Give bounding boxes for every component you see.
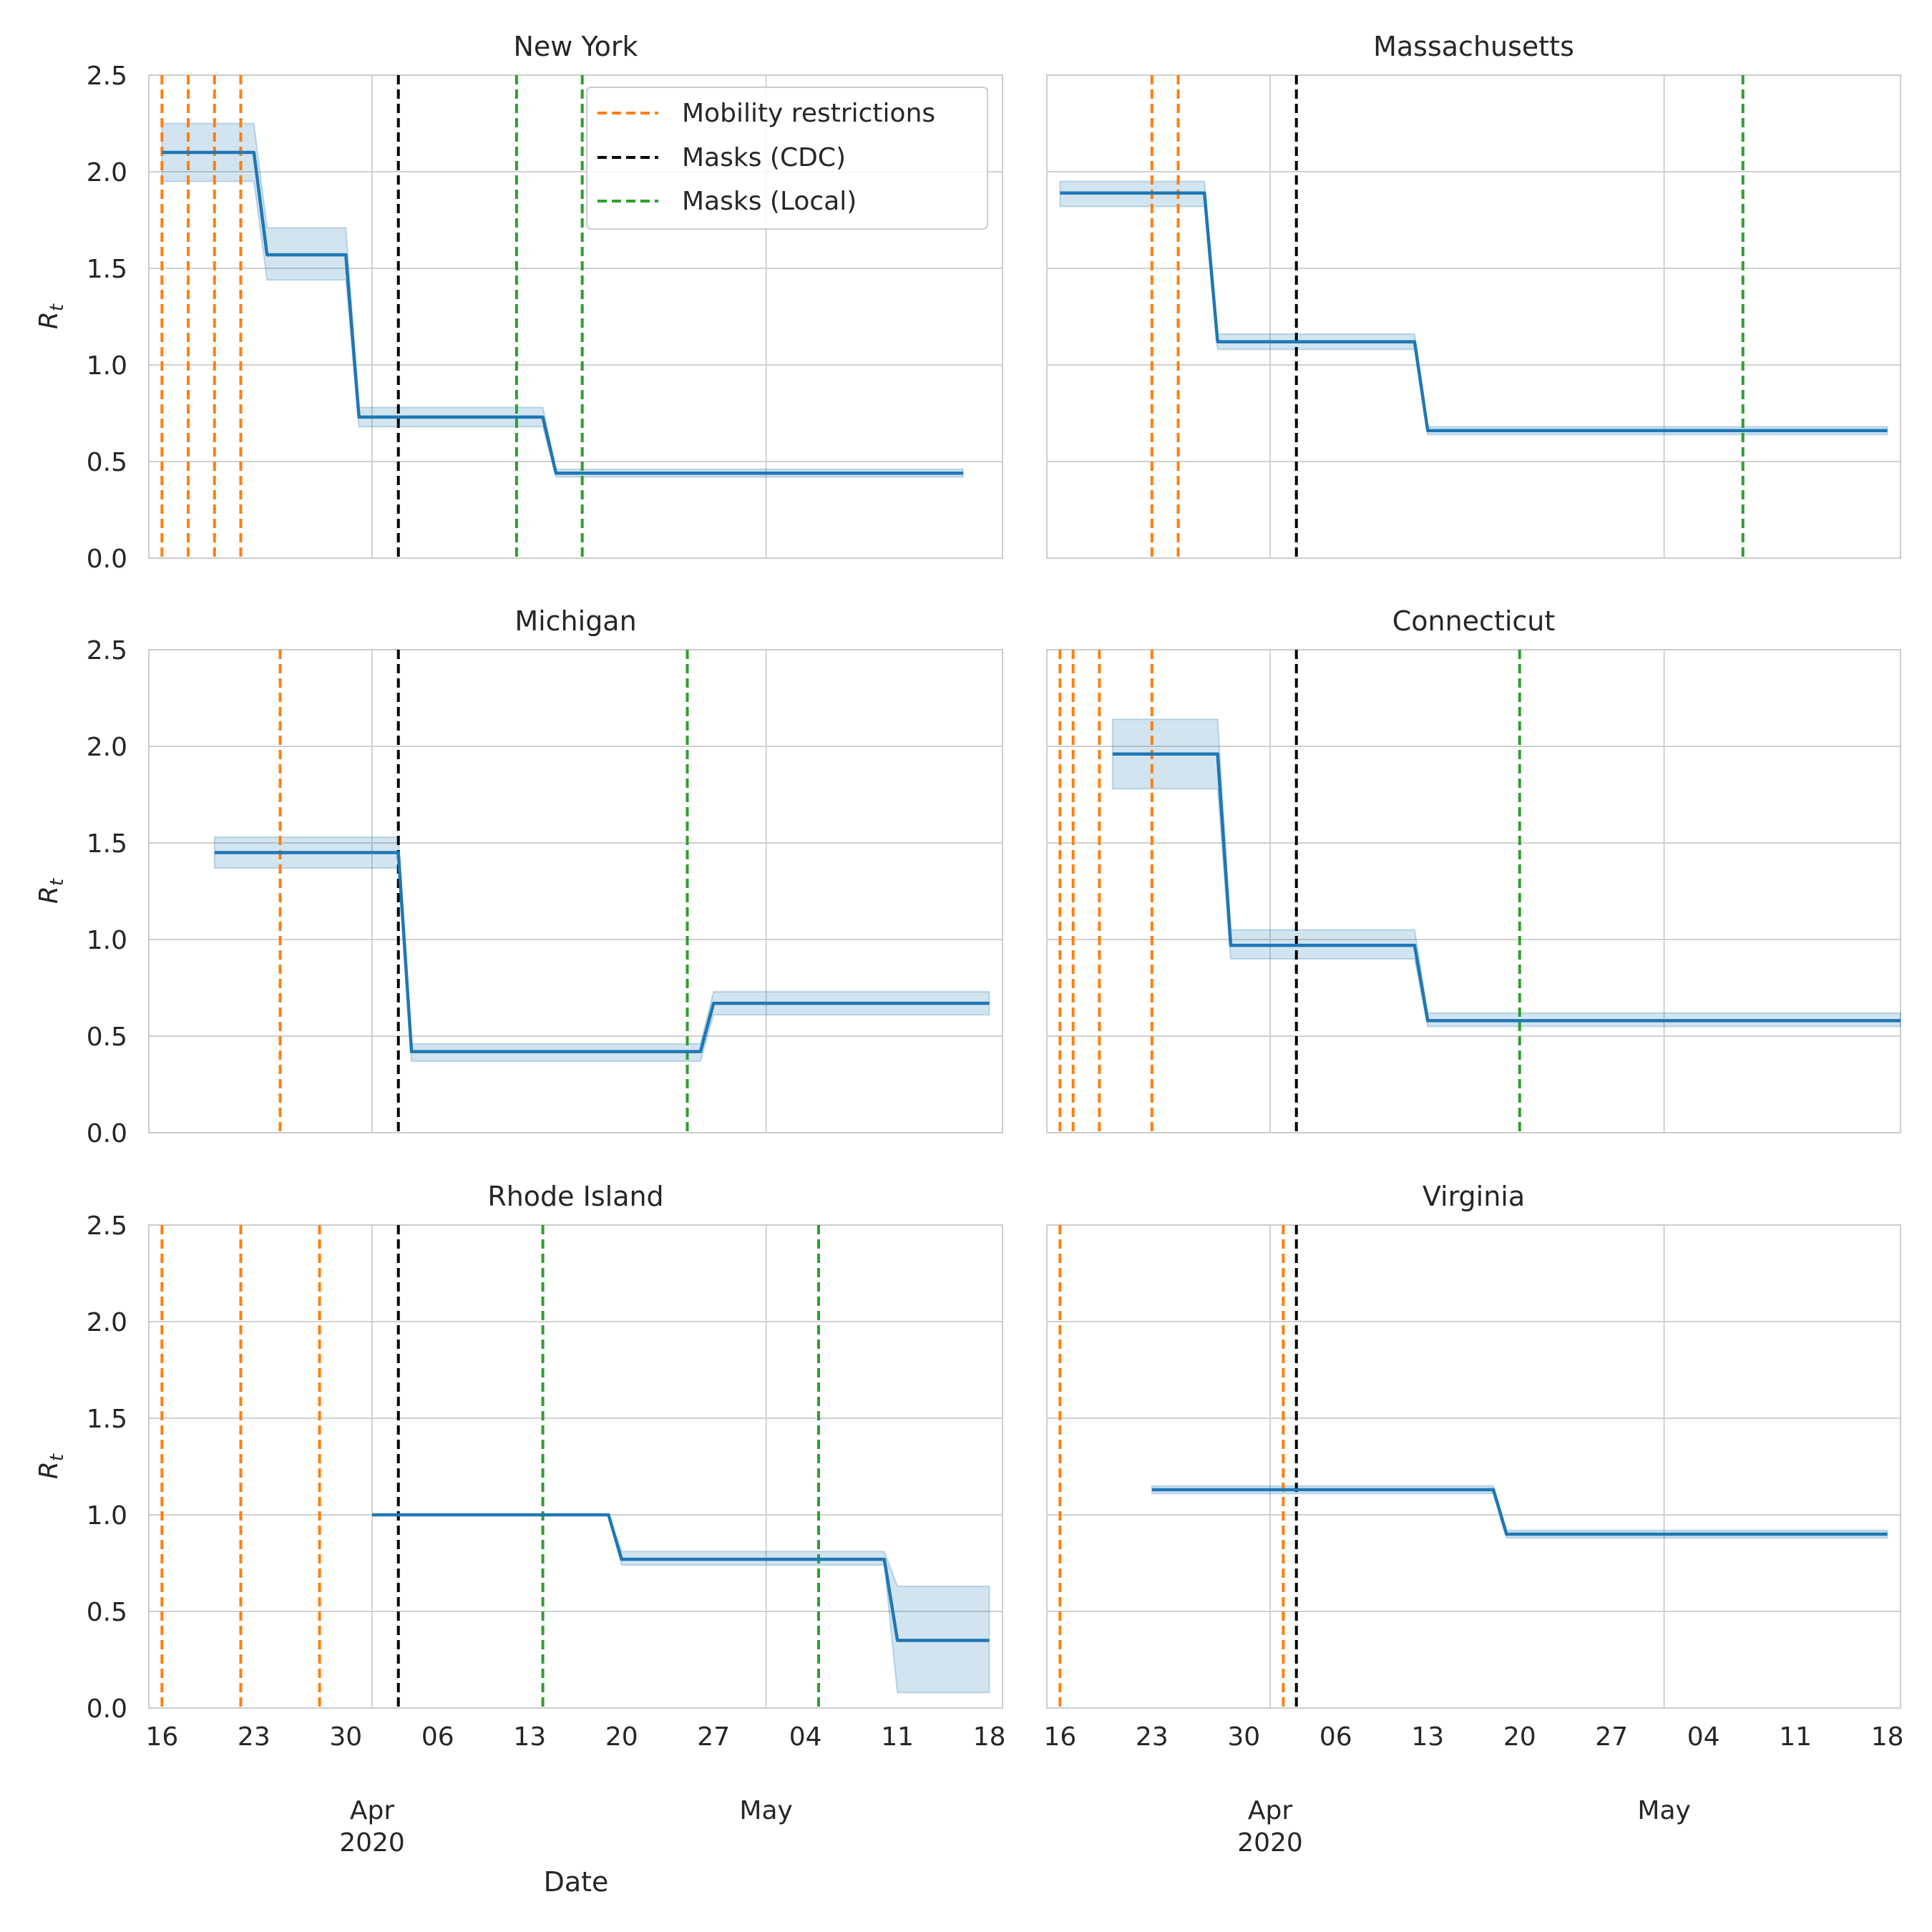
legend-mobility-label: Mobility restrictions	[682, 99, 935, 128]
x-tick-label: 04	[789, 1722, 822, 1752]
x-tick-label: 20	[605, 1722, 638, 1752]
rt-confidence-band	[161, 122, 964, 478]
y-tick-label: 2.5	[87, 62, 127, 91]
plot-frame	[1046, 649, 1901, 1133]
x-tick-label: 11	[881, 1722, 914, 1752]
legend-masks-local-label: Masks (Local)	[682, 187, 857, 216]
legend: Mobility restrictions Masks (CDC) Masks …	[586, 87, 988, 230]
x-tick-label: 23	[238, 1722, 270, 1752]
rt-line	[214, 851, 990, 1053]
x-year-label: 2020	[1237, 1828, 1303, 1858]
x-month-label: May	[739, 1796, 792, 1825]
y-tick-label: 2.0	[87, 1308, 127, 1337]
plot-frame	[1046, 1224, 1901, 1709]
legend-frame	[586, 87, 988, 230]
rt-line	[1151, 1488, 1888, 1536]
x-tick-label: 27	[697, 1722, 730, 1752]
y-tick-label: 0.5	[87, 1598, 127, 1627]
y-tick-label: 0.5	[87, 448, 127, 477]
panel-title: Michigan	[514, 605, 636, 637]
y-tick-label: 1.5	[87, 829, 127, 859]
plot-frame	[1046, 74, 1901, 559]
panel-title: Connecticut	[1392, 605, 1556, 637]
panel-massachusetts: Massachusetts	[1046, 31, 1901, 559]
rt-line	[372, 1513, 990, 1642]
x-tick-label: 06	[1319, 1722, 1352, 1752]
plot-frame	[148, 649, 1003, 1133]
x-month-label: May	[1637, 1796, 1690, 1825]
x-tick-label: 04	[1687, 1722, 1720, 1752]
y-tick-label: 1.0	[87, 926, 127, 955]
panel-title: New York	[513, 31, 638, 62]
y-tick-label: 0.0	[87, 1119, 127, 1148]
panel-virginia: Virginia 16 23 30 06 13 20 27 04 11 18 Apr 2020 May	[1043, 1181, 1903, 1858]
rt-line	[162, 150, 963, 475]
x-tick-label: 11	[1779, 1722, 1812, 1752]
panel-connecticut: Connecticut	[1046, 605, 1901, 1133]
y-tick-label: 1.5	[87, 1405, 127, 1434]
plot-frame	[148, 1224, 1003, 1709]
x-tick-label: 30	[329, 1722, 362, 1752]
x-tick-label: 23	[1136, 1722, 1169, 1752]
x-tick-label: 20	[1503, 1722, 1536, 1752]
panel-title: Rhode Island	[487, 1181, 663, 1212]
panels-container: New York0.00.51.01.52.02.5RtMassachusett…	[34, 31, 1904, 1858]
x-tick-label: 27	[1595, 1722, 1628, 1752]
y-tick-label: 2.5	[87, 636, 127, 665]
x-axis-label: Date	[544, 1866, 609, 1898]
legend-masks-cdc-label: Masks (CDC)	[682, 143, 846, 172]
panel-title: Virginia	[1423, 1181, 1525, 1212]
x-month-label: Apr	[350, 1796, 394, 1825]
y-tick-label: 0.0	[87, 1694, 127, 1724]
y-axis-label-subscript: t	[47, 878, 68, 886]
y-tick-label: 2.5	[87, 1211, 127, 1241]
rt-line	[1060, 191, 1888, 433]
y-axis-label-subscript: t	[47, 303, 68, 311]
y-tick-label: 0.5	[87, 1023, 127, 1052]
x-tick-label: 30	[1227, 1722, 1260, 1752]
x-tick-label: 13	[513, 1722, 546, 1752]
y-tick-label: 1.5	[87, 255, 127, 284]
x-month-label: Apr	[1248, 1796, 1292, 1825]
rt-line	[1112, 752, 1901, 1023]
x-tick-label: 13	[1411, 1722, 1444, 1752]
plot-frame	[148, 74, 1003, 559]
y-tick-label: 1.0	[87, 1501, 127, 1531]
y-tick-label: 2.0	[87, 158, 127, 187]
panel-title: Massachusetts	[1373, 31, 1574, 62]
x-year-label: 2020	[339, 1828, 405, 1858]
y-tick-label: 2.0	[87, 733, 127, 762]
x-tick-label: 16	[145, 1722, 178, 1752]
x-tick-label: 18	[973, 1722, 1006, 1752]
x-tick-label: 06	[421, 1722, 454, 1752]
x-tick-label: 18	[1871, 1722, 1904, 1752]
y-tick-label: 0.0	[87, 545, 127, 574]
y-axis-label-subscript: t	[47, 1453, 68, 1461]
x-tick-label: 16	[1043, 1722, 1076, 1752]
y-tick-label: 1.0	[87, 351, 127, 381]
